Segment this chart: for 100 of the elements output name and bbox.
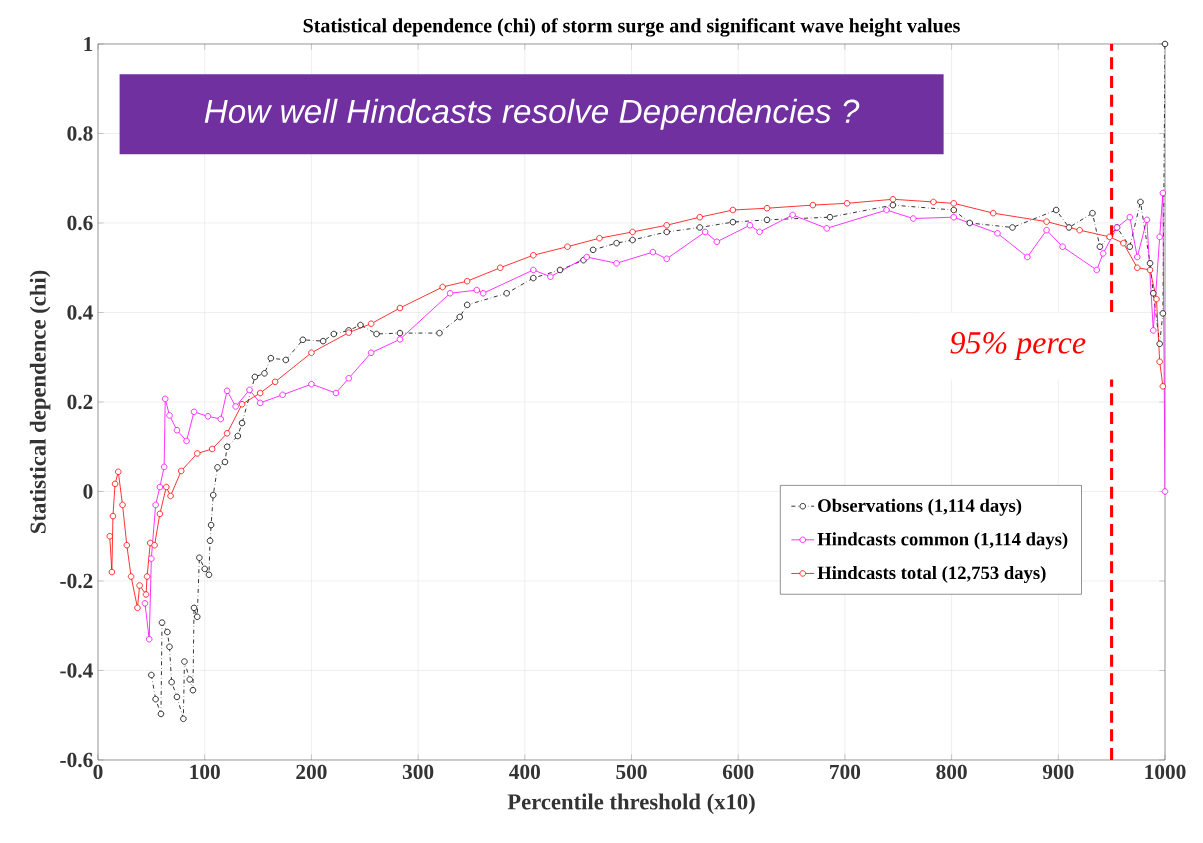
point (479, 290, 487, 297)
point (204, 413, 212, 420)
point (194, 450, 201, 457)
point (119, 501, 126, 509)
y-tick-label: 0.8 (67, 126, 93, 141)
point (232, 403, 239, 410)
point (930, 198, 937, 206)
x-tick-label: 900 (1042, 764, 1074, 780)
point (701, 228, 709, 236)
point (217, 415, 224, 423)
point (613, 260, 620, 267)
point (889, 196, 897, 203)
x-tick-label: 800 (936, 764, 967, 780)
point (223, 430, 231, 437)
point (279, 391, 286, 399)
point (1153, 295, 1160, 303)
point (994, 230, 1001, 237)
point (439, 283, 446, 291)
point (1126, 213, 1133, 221)
point (246, 386, 253, 394)
point (160, 463, 168, 471)
point (166, 412, 173, 419)
point (663, 222, 670, 229)
point (127, 573, 135, 580)
point (990, 209, 997, 217)
point (729, 206, 737, 214)
point (108, 568, 116, 576)
point (1159, 383, 1167, 390)
point (789, 211, 796, 219)
point (564, 243, 571, 250)
point (1099, 250, 1107, 257)
point (148, 555, 155, 562)
x-tick-label: 500 (616, 764, 647, 780)
point (146, 635, 153, 643)
point (136, 582, 143, 589)
point (106, 533, 113, 540)
point (1146, 266, 1154, 274)
point (332, 389, 340, 397)
point (223, 387, 231, 395)
point (167, 492, 174, 500)
point (208, 445, 216, 453)
x-tick-label: 1000 (1145, 764, 1186, 780)
point (256, 389, 264, 397)
point (1024, 253, 1031, 261)
point (530, 252, 537, 259)
point (463, 277, 471, 285)
point (178, 467, 185, 475)
y-axis-title: Statistical dependence (chi) (29, 270, 51, 533)
x-tick-label: 200 (296, 764, 327, 780)
x-tick-label: 700 (830, 764, 861, 780)
y-tick-label: 1 (84, 36, 93, 52)
legend-label: Hindcasts common (1,114 days) (817, 532, 1068, 550)
point (1159, 189, 1167, 197)
point (1156, 233, 1163, 241)
y-tick-label: 0 (83, 484, 93, 499)
point (1143, 216, 1151, 224)
point (111, 480, 119, 488)
point (1134, 264, 1141, 271)
point (950, 213, 957, 221)
point (843, 200, 851, 207)
point (163, 483, 170, 491)
point (950, 200, 957, 207)
y-tick-label: 0.6 (67, 215, 93, 231)
point (649, 248, 657, 256)
point (713, 238, 721, 245)
point (367, 349, 375, 356)
x-tick-label: 300 (402, 764, 434, 780)
point (162, 395, 169, 403)
point (308, 349, 315, 356)
point (367, 320, 375, 327)
legend-label: Observations (1,114 days) (818, 498, 1022, 516)
point (1043, 218, 1050, 225)
point (497, 264, 504, 271)
point (763, 205, 771, 212)
point (271, 378, 279, 386)
point (1076, 226, 1083, 234)
point (547, 273, 554, 280)
point (396, 304, 404, 312)
point (109, 512, 117, 520)
point (256, 399, 264, 407)
annotation: How well Hindcasts resolve Dependencies ? (204, 98, 860, 130)
point (530, 266, 537, 274)
point (1093, 266, 1100, 274)
y-tick-label: -0.6 (60, 752, 93, 768)
legend-label: Hindcasts total (12,753 days) (817, 565, 1046, 583)
x-tick-label: 0 (93, 764, 103, 780)
point (190, 408, 198, 416)
point (756, 228, 763, 236)
point (883, 206, 890, 214)
point (152, 501, 159, 509)
point (156, 483, 164, 491)
point (446, 290, 454, 297)
x-tick-label: 100 (190, 764, 220, 780)
point (134, 604, 141, 612)
point (142, 591, 150, 598)
point (823, 225, 830, 232)
point (696, 213, 703, 221)
y-tick-label: 0.4 (67, 305, 93, 320)
point (156, 510, 164, 518)
point (1106, 233, 1113, 241)
